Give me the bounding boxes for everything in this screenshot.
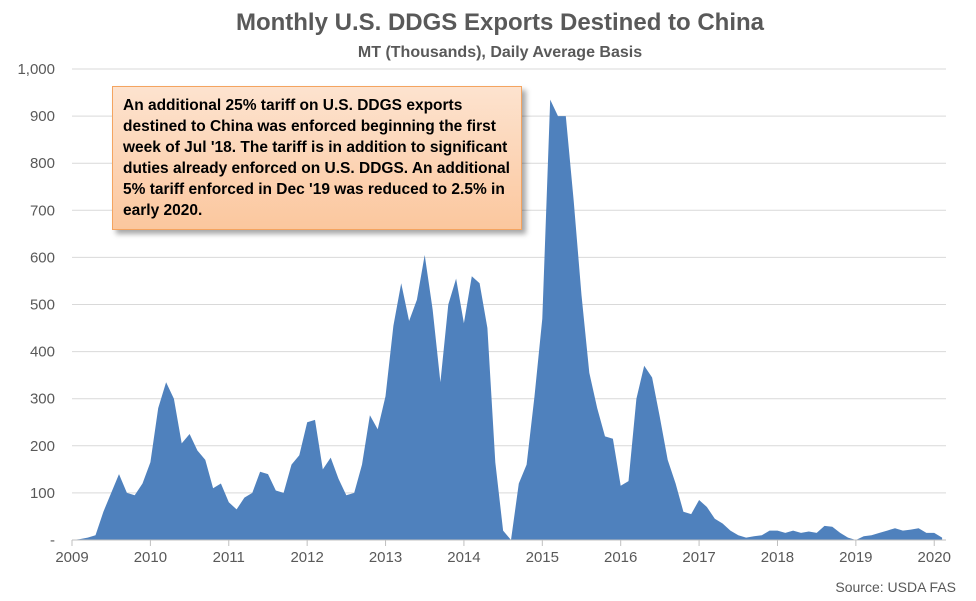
y-tick-label: 700 (30, 202, 55, 219)
x-axis: 2009 2010 2011 2012 2013 2014 2015 2016 2017 2018… (55, 539, 951, 566)
y-axis: - 100 200 300 400 500 600 700 800 900 1,000 (17, 61, 55, 549)
x-tick-label: 2019 (839, 549, 872, 566)
y-tick-label: 500 (30, 297, 55, 314)
y-tick-label: 600 (30, 249, 55, 266)
chart-subtitle: MT (Thousands), Daily Average Basis (358, 44, 642, 61)
x-tick-label: 2014 (447, 549, 480, 566)
x-tick-label: 2017 (682, 549, 715, 566)
y-tick-label: 100 (30, 485, 55, 502)
y-tick-label: 900 (30, 108, 55, 125)
tariff-annotation: An additional 25% tariff on U.S. DDGS ex… (112, 86, 522, 230)
series-area (72, 99, 943, 540)
y-tick-label: 400 (30, 344, 55, 361)
y-tick-label: 300 (30, 391, 55, 408)
source-note: Source: USDA FAS (835, 579, 956, 595)
x-tick-label: 2016 (604, 549, 637, 566)
x-tick-label: 2013 (369, 549, 402, 566)
x-tick-label: 2018 (761, 549, 794, 566)
plot-area (72, 99, 943, 540)
y-tick-label: 200 (30, 438, 55, 455)
y-tick-label: 800 (30, 155, 55, 172)
x-tick-label: 2012 (290, 549, 323, 566)
y-tick-label: - (50, 532, 55, 549)
x-tick-label: 2020 (918, 549, 951, 566)
x-tick-label: 2015 (526, 549, 559, 566)
y-tick-label: 1,000 (17, 61, 55, 78)
chart-title: Monthly U.S. DDGS Exports Destined to Ch… (236, 9, 765, 36)
x-tick-label: 2010 (134, 549, 167, 566)
x-tick-label: 2009 (55, 549, 88, 566)
x-tick-label: 2011 (213, 549, 245, 566)
